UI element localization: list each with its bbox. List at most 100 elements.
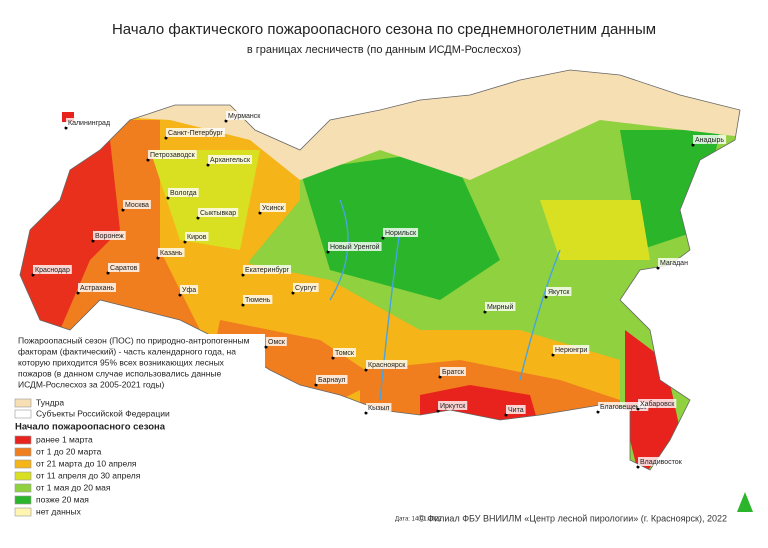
description-line: Пожароопасный сезон (ПОС) по природно-ан… [18,335,250,345]
city-label-bg [93,231,126,240]
description-line: факторам (фактический) - часть календарн… [18,346,236,356]
city-label-bg [438,401,468,410]
city-label: Архангельск [210,157,251,164]
legend-swatch [14,459,32,469]
city-label: Уфа [182,287,196,294]
city-label-bg [243,265,292,274]
city-label: Якутск [548,289,570,296]
city-label-bg [158,248,185,257]
city-label: Иркутск [440,403,466,410]
city-label-bg [148,150,197,159]
legend-swatch [14,483,32,493]
city-label: Братск [442,369,465,376]
city-dot [364,368,368,372]
city-label-bg [293,283,319,292]
city-label: Санкт-Петербург [168,129,223,137]
city-label-bg [598,402,649,411]
city-label: Москва [125,202,149,209]
legend-label: нет данных [36,506,82,516]
city-label: Калининград [68,120,110,127]
city-dot [544,295,548,299]
city-dot [636,465,640,469]
city-label: Кызыл [368,405,389,412]
country-border [19,69,741,471]
city-dot [224,119,228,123]
legend-swatch [14,398,32,408]
legend-swatch [14,471,32,481]
city-dot [156,256,160,260]
city-label: Краснодар [35,267,70,274]
city-label-bg [366,403,392,412]
footer-date: Дата: 14.01.2022 [395,517,442,523]
city-label-bg [78,283,116,292]
city-label-bg [243,295,273,304]
city-label-bg [168,188,199,197]
city-label: Сыктывкар [200,210,236,217]
legend-label: от 11 апреля до 30 апреля [36,470,141,480]
city-label: Хабаровск [640,400,675,408]
city-dot [196,216,200,220]
city-label-bg [316,375,348,384]
footer-credit: © Филиал ФБУ ВНИИЛМ «Центр лесной пироло… [418,513,727,523]
city-label: Магадан [660,260,688,267]
city-dot [206,163,210,167]
city-dot [183,240,187,244]
city-label-bg [366,360,408,369]
city-label: Воронеж [95,233,124,240]
legend-label: Субъекты Российской Федерации [36,408,170,418]
city-label-bg [638,457,684,466]
city-labels: Калининград Мурманск Санкт-Петербург Петроз… [31,111,727,469]
city-dot [364,411,368,415]
city-dot [551,353,555,357]
city-label-bg [108,263,140,272]
city-label-bg [546,287,572,296]
city-label: Мирный [487,303,514,311]
city-label-bg [658,258,690,267]
description-box [15,334,265,392]
city-label-bg [123,200,151,209]
city-label-bg [638,399,677,408]
city-dot [314,383,318,387]
city-dot [331,356,335,360]
city-dot [76,291,80,295]
city-label: Томск [335,350,355,357]
description-line: ИСДМ-Рослесхоз за 2005-2021 годы) [18,379,165,389]
legend-swatch [14,507,32,517]
legend-label: позже 20 мая [36,494,89,504]
logo [737,492,753,512]
city-dot [291,291,295,295]
city-dot [691,143,695,147]
description: Пожароопасный сезон (ПОС) по природно-ан… [18,335,250,389]
city-label: Чита [508,407,524,414]
city-label-bg [198,208,239,217]
city-label: Барнаул [318,377,346,384]
legend-label: ранее 1 марта [36,434,93,444]
city-dot [241,303,245,307]
city-label: Владивосток [640,459,683,466]
legend-swatch [14,409,32,419]
city-label: Астрахань [80,285,114,292]
legend-swatch [14,495,32,505]
city-dot [596,410,600,414]
city-label: Усинск [262,205,285,212]
city-label-bg [185,232,209,241]
city-label: Мурманск [228,113,261,120]
description-line: которую приходится 95% всех возникающих … [18,357,225,367]
city-dot [381,236,385,240]
city-label: Омск [268,339,286,346]
city-dot [121,208,125,212]
city-label-bg [260,203,286,212]
city-label: Анадырь [695,137,724,144]
city-label-bg [333,348,356,357]
city-label: Благовещенск [600,404,647,411]
city-dot [656,266,660,270]
city-label-bg [166,128,225,137]
city-dot [106,271,110,275]
legend-title: Начало пожароопасного сезона [15,422,166,433]
city-dot [504,413,508,417]
city-label-bg [208,155,253,164]
description-line: пожаров (в данном случае использовались … [18,368,222,378]
legend-swatch [14,435,32,445]
